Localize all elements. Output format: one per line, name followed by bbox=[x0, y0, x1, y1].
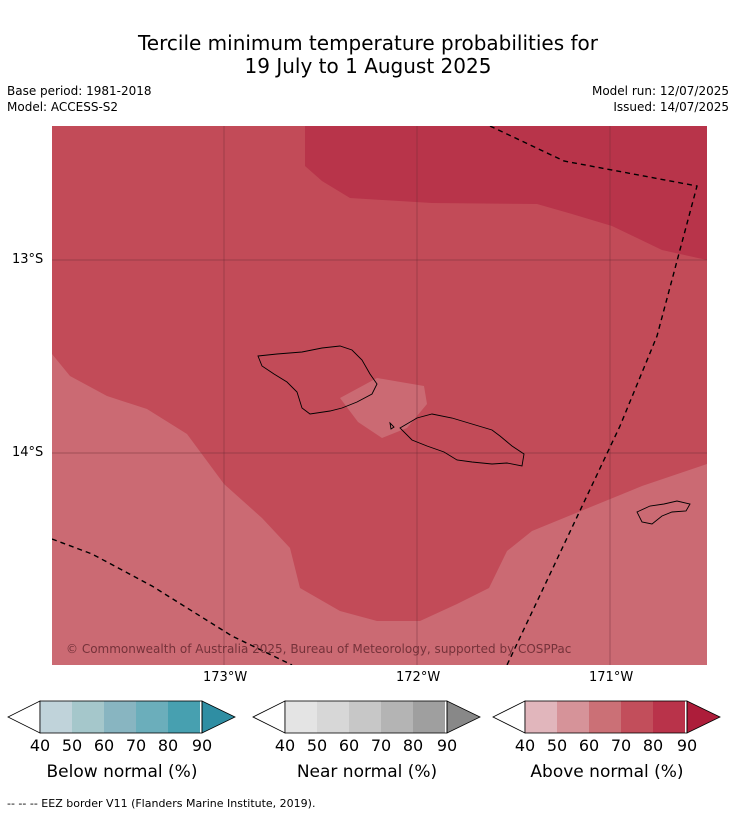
tutuila-island bbox=[636, 500, 691, 525]
map-title-line2: 19 July to 1 August 2025 bbox=[244, 54, 492, 78]
legend-below-swatch-4 bbox=[168, 701, 200, 733]
legend-below-swatch-1 bbox=[72, 701, 104, 733]
legend-title-above: Above normal (%) bbox=[530, 762, 684, 782]
legend-near-swatch-4 bbox=[413, 701, 445, 733]
tick-near-80: 80 bbox=[402, 736, 424, 755]
legend-above-normal bbox=[492, 700, 721, 734]
legend-below-swatch-3 bbox=[136, 701, 168, 733]
tick-below-50: 50 bbox=[61, 736, 83, 755]
tick-below-80: 80 bbox=[157, 736, 179, 755]
legend-near-arrow-high bbox=[446, 700, 481, 734]
tick-below-60: 60 bbox=[93, 736, 115, 755]
lat-label-14s: 14°S bbox=[12, 445, 44, 460]
model-name: Model: ACCESS-S2 bbox=[7, 100, 119, 114]
legend-near-swatch-0 bbox=[285, 701, 317, 733]
eez-border-southwest bbox=[52, 538, 293, 665]
legend-title-near: Near normal (%) bbox=[296, 762, 438, 782]
tick-below-70: 70 bbox=[125, 736, 147, 755]
legend-below-arrow-high bbox=[201, 700, 236, 734]
map-title-line1: Tercile minimum temperature probabilitie… bbox=[137, 31, 599, 55]
legend-near-swatch-3 bbox=[381, 701, 413, 733]
issued-date: Issued: 14/07/2025 bbox=[613, 100, 729, 114]
tick-near-40: 40 bbox=[274, 736, 296, 755]
legend-above-swatch-4 bbox=[653, 701, 685, 733]
legend-near-normal bbox=[252, 700, 481, 734]
lon-label-172w: 172°W bbox=[396, 670, 441, 685]
lon-label-173w: 173°W bbox=[203, 670, 248, 685]
eez-footnote: -- -- -- EEZ border V11 (Flanders Marine… bbox=[7, 797, 316, 810]
upolu-island bbox=[399, 413, 525, 467]
region-80-90 bbox=[305, 126, 707, 260]
probability-map: © Commonwealth of Australia 2025, Bureau… bbox=[52, 126, 707, 665]
tick-above-60: 60 bbox=[578, 736, 600, 755]
eez-border-east bbox=[489, 126, 698, 665]
tick-near-90: 90 bbox=[436, 736, 458, 755]
lat-label-13s: 13°S bbox=[12, 252, 44, 267]
island-pocket-60-70 bbox=[340, 378, 427, 438]
tick-above-80: 80 bbox=[642, 736, 664, 755]
tick-near-50: 50 bbox=[306, 736, 328, 755]
legend-near-arrow-low bbox=[252, 700, 286, 734]
tick-below-90: 90 bbox=[191, 736, 213, 755]
lon-label-171w: 171°W bbox=[589, 670, 634, 685]
tick-below-40: 40 bbox=[29, 736, 51, 755]
legend-below-arrow-low bbox=[7, 700, 41, 734]
tick-near-60: 60 bbox=[338, 736, 360, 755]
manono-islet bbox=[389, 421, 395, 430]
tick-near-70: 70 bbox=[370, 736, 392, 755]
region-70-80 bbox=[52, 126, 707, 621]
legend-above-swatch-3 bbox=[621, 701, 653, 733]
legend-below-normal bbox=[7, 700, 236, 734]
base-period: Base period: 1981-2018 bbox=[7, 84, 152, 98]
legend-above-swatch-2 bbox=[589, 701, 621, 733]
legend-above-swatch-0 bbox=[525, 701, 557, 733]
legend-above-arrow-high bbox=[686, 700, 721, 734]
legend-near-swatch-1 bbox=[317, 701, 349, 733]
tick-above-70: 70 bbox=[610, 736, 632, 755]
tick-above-40: 40 bbox=[514, 736, 536, 755]
legend-title-below: Below normal (%) bbox=[46, 762, 198, 782]
legend-below-swatch-2 bbox=[104, 701, 136, 733]
copyright-notice: © Commonwealth of Australia 2025, Bureau… bbox=[66, 642, 571, 656]
tick-above-50: 50 bbox=[546, 736, 568, 755]
model-run: Model run: 12/07/2025 bbox=[591, 84, 729, 98]
legend-below-swatch-0 bbox=[40, 701, 72, 733]
legend-above-swatch-1 bbox=[557, 701, 589, 733]
savaii-island bbox=[257, 345, 378, 415]
tick-above-90: 90 bbox=[676, 736, 698, 755]
legend-above-arrow-low bbox=[492, 700, 526, 734]
legend-near-swatch-2 bbox=[349, 701, 381, 733]
